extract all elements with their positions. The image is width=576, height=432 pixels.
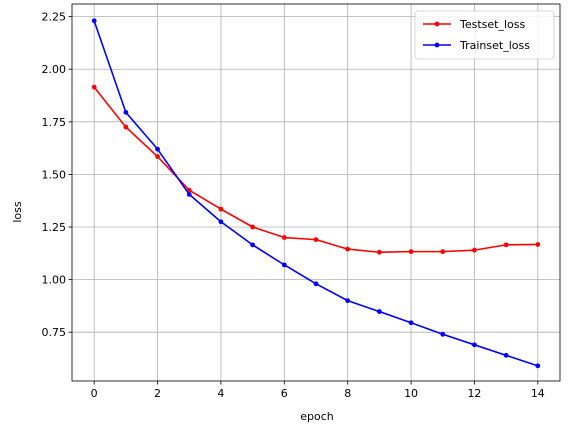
x-tick-label: 2 xyxy=(154,387,161,400)
testset-loss-point xyxy=(376,249,382,255)
testset-loss-point xyxy=(218,206,224,212)
trainset-loss-point xyxy=(535,363,541,369)
trainset-loss-point xyxy=(91,18,97,24)
y-tick-label: 1.75 xyxy=(42,116,67,129)
testset-loss-point xyxy=(472,247,477,253)
y-axis-label: loss xyxy=(11,201,24,223)
trainset-loss-point xyxy=(408,320,414,326)
testset-loss-point xyxy=(408,249,414,255)
x-tick-label: 4 xyxy=(217,387,224,400)
testset-loss-point xyxy=(535,242,541,247)
x-axis-label: epoch xyxy=(300,410,334,423)
legend-item-testset-loss: Testset_loss xyxy=(423,18,525,31)
trainset-loss-point xyxy=(440,331,446,337)
trainset-loss-point xyxy=(313,281,319,287)
y-tick-label: 1.25 xyxy=(42,221,67,234)
trainset-loss-point xyxy=(345,298,351,304)
testset-loss-point xyxy=(345,246,351,252)
testset-loss-point xyxy=(123,124,129,130)
y-tick-label: 1.50 xyxy=(42,168,67,181)
trainset-loss-point xyxy=(376,309,382,314)
legend-marker xyxy=(434,21,440,27)
trainset-loss-point xyxy=(250,242,256,248)
testset-loss-point xyxy=(281,235,287,240)
testset-loss-point xyxy=(503,242,509,248)
y-tick-label: 0.75 xyxy=(42,326,67,339)
x-tick-label: 6 xyxy=(281,387,288,400)
testset-loss-point xyxy=(91,84,97,90)
series-testset-loss xyxy=(91,84,541,255)
x-tick-label: 12 xyxy=(467,387,481,400)
trainset-loss-point xyxy=(186,191,192,197)
testset-loss-point xyxy=(440,249,446,255)
x-tick-label: 10 xyxy=(404,387,418,400)
y-tick-label: 2.25 xyxy=(42,11,67,24)
trainset-loss-point xyxy=(281,262,287,268)
trainset-loss-point xyxy=(123,109,129,115)
x-tick-label: 0 xyxy=(91,387,98,400)
testset-loss-point xyxy=(313,237,319,243)
x-tick-label: 14 xyxy=(531,387,545,400)
testset-loss-point xyxy=(250,224,256,230)
legend-marker xyxy=(434,42,440,48)
trainset-loss-point xyxy=(472,342,477,348)
y-tick-label: 2.00 xyxy=(42,63,67,76)
trainset-loss-point xyxy=(218,219,224,225)
y-axis-ticks: 0.75 1.00 1.25 1.50 1.75 2.00 2.25 xyxy=(42,11,72,339)
trainset-loss-point xyxy=(503,352,509,358)
legend-label: Testset_loss xyxy=(459,18,525,31)
legend-box xyxy=(414,10,555,60)
x-tick-label: 8 xyxy=(344,387,351,400)
series-lines xyxy=(91,18,541,369)
legend-item-trainset-loss: Trainset_loss xyxy=(423,39,530,52)
x-axis-ticks: 0 2 4 6 8 10 12 14 xyxy=(91,381,545,400)
plot-frame xyxy=(71,3,561,382)
trainset-loss-point xyxy=(155,146,160,152)
series-trainset-loss xyxy=(91,18,541,369)
grid xyxy=(72,4,560,381)
testset-loss-point xyxy=(155,154,160,159)
legend: Testset_loss Trainset_loss xyxy=(414,10,555,60)
y-tick-label: 1.00 xyxy=(42,274,67,287)
legend-label: Trainset_loss xyxy=(459,39,530,52)
